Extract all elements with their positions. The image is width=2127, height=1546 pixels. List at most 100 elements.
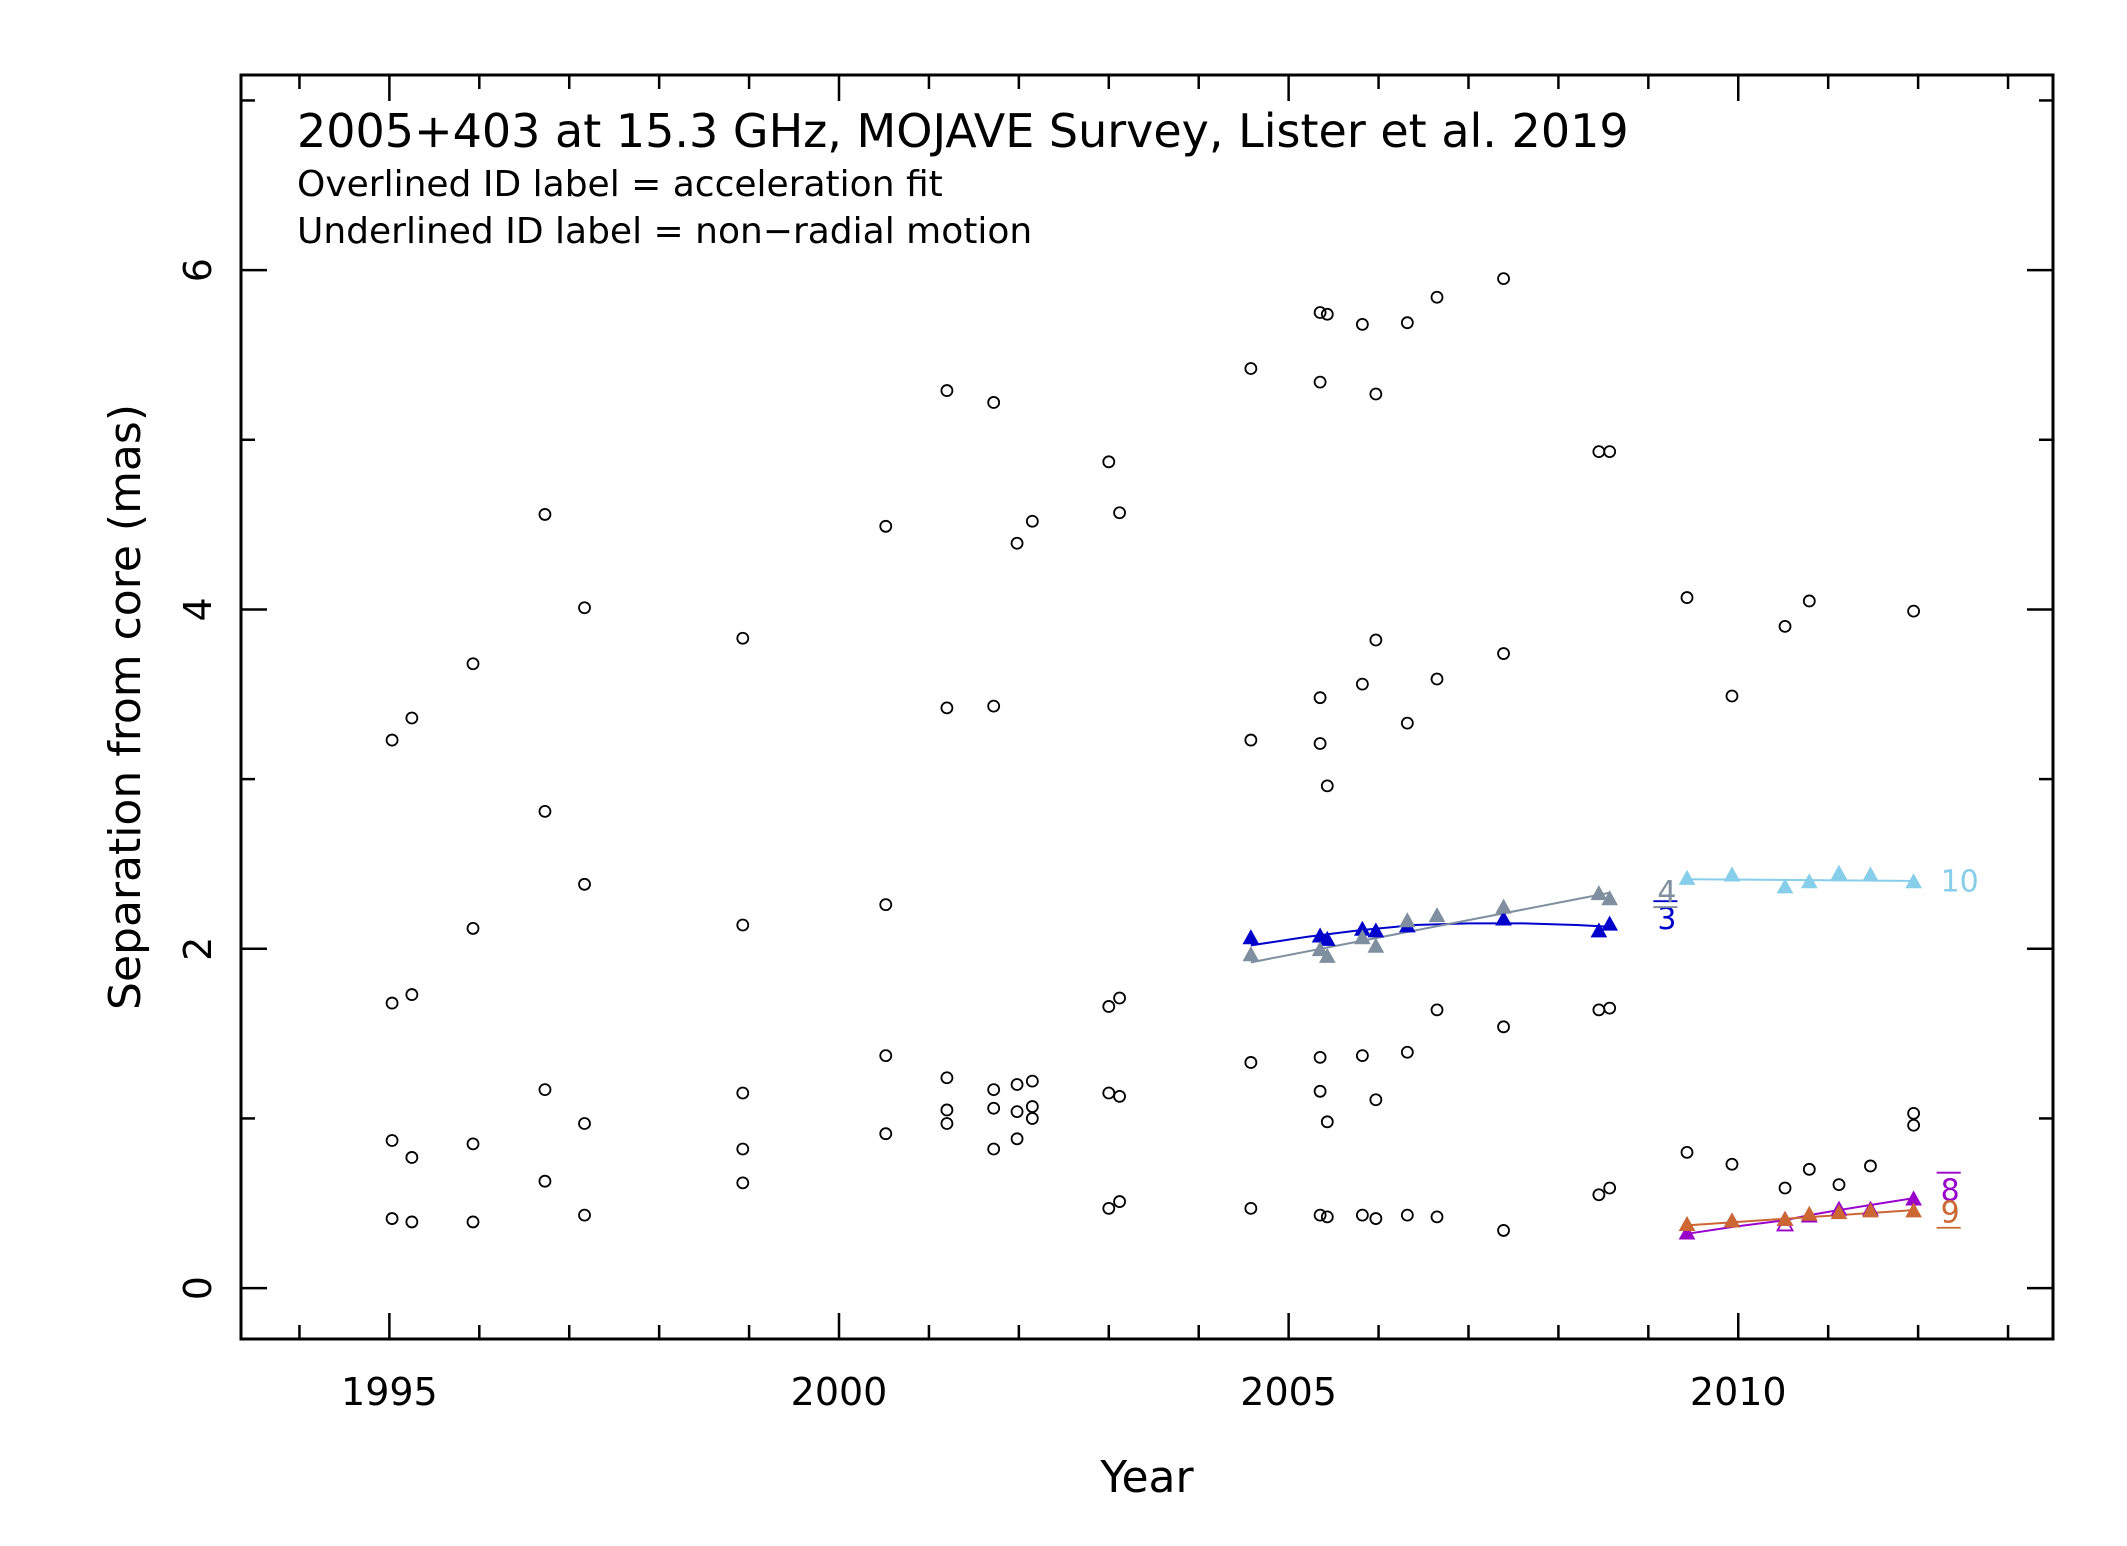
- plot-frame: [239, 73, 2055, 1341]
- component-4-point: [1398, 912, 1416, 928]
- unassigned-point: [1400, 1045, 1414, 1059]
- unassigned-point: [1400, 1208, 1414, 1222]
- x-tick-label: 1995: [341, 1370, 438, 1414]
- unassigned-point: [1025, 514, 1039, 528]
- unassigned-point: [1725, 689, 1739, 703]
- component-10-point: [1723, 866, 1741, 882]
- unassigned-point: [1320, 779, 1334, 793]
- unassigned-point: [1355, 677, 1369, 691]
- unassigned-point: [1313, 375, 1327, 389]
- component-10-point: [1905, 873, 1922, 889]
- unassigned-point: [987, 396, 1001, 409]
- y-tick-label: 2: [176, 937, 220, 961]
- unassigned-point: [1010, 536, 1024, 550]
- component-9-point: [1678, 1215, 1696, 1231]
- unassigned-point: [1113, 506, 1126, 520]
- unassigned-point: [1592, 1188, 1606, 1202]
- unassigned-point: [385, 996, 399, 1010]
- unassigned-point: [987, 1142, 1001, 1156]
- unassigned-point: [1010, 1132, 1024, 1146]
- unassigned-point: [1430, 1210, 1444, 1224]
- unassigned-point: [987, 1101, 1001, 1115]
- unassigned-point: [940, 1103, 954, 1117]
- unassigned-point: [1430, 1003, 1444, 1017]
- fit-lines: [1250, 878, 1914, 1235]
- unassigned-point: [940, 384, 954, 397]
- unassigned-point: [578, 1117, 591, 1130]
- unassigned-point: [1313, 306, 1327, 319]
- component-10-point: [1776, 878, 1794, 894]
- unassigned-point: [1113, 1089, 1126, 1103]
- unassigned-point: [736, 1176, 750, 1190]
- unassigned-point: [1603, 1001, 1617, 1015]
- unassigned-point: [1244, 1201, 1258, 1215]
- fit-line-9: [1686, 1209, 1914, 1227]
- unassigned-point: [1320, 307, 1334, 321]
- unassigned-point: [1864, 1159, 1877, 1173]
- unassigned-point: [736, 918, 750, 932]
- component-9-point: [1905, 1202, 1922, 1218]
- unassigned-point: [1313, 1084, 1327, 1098]
- component-4-point: [1428, 907, 1446, 923]
- component-3-point: [1495, 910, 1512, 926]
- component-4-point: [1495, 898, 1512, 914]
- component-4-point: [1601, 890, 1619, 906]
- unassigned-point: [1778, 1181, 1792, 1195]
- component-9-point: [1830, 1204, 1848, 1220]
- axis-ticks: [241, 75, 2053, 1339]
- unassigned-point: [1320, 1115, 1334, 1129]
- component-4-point: [1367, 937, 1385, 953]
- unassigned-point: [578, 1208, 591, 1222]
- unassigned-point: [1802, 594, 1816, 608]
- unassigned-point: [1025, 1100, 1039, 1113]
- unassigned-point: [1355, 318, 1369, 331]
- component-4-point: [1311, 941, 1329, 957]
- unassigned-point: [736, 631, 750, 645]
- unassigned-point: [1355, 1049, 1369, 1063]
- unassigned-point: [1680, 591, 1694, 604]
- unassigned-point: [1244, 362, 1258, 375]
- component-10-point: [1800, 873, 1818, 889]
- component-4-point: [1590, 885, 1608, 901]
- unassigned-point: [879, 898, 893, 912]
- unassigned-point: [1320, 1210, 1334, 1224]
- unassigned-point: [1497, 1020, 1510, 1034]
- unassigned-point: [940, 1117, 954, 1130]
- annotation-underlined: Underlined ID label = non−radial motion: [297, 211, 1032, 252]
- unassigned-point: [1680, 1145, 1694, 1159]
- unassigned-point: [578, 877, 591, 891]
- unassigned-point: [1010, 1078, 1024, 1091]
- unassigned-point: [538, 1174, 552, 1188]
- y-tick-label: 6: [176, 258, 220, 282]
- unassigned-point: [578, 601, 591, 615]
- fit-line-10: [1686, 878, 1914, 882]
- y-tick-label: 0: [176, 1276, 220, 1300]
- component-9-point: [1723, 1212, 1741, 1228]
- unassigned-point: [1113, 1195, 1126, 1208]
- unassigned-point: [1592, 1003, 1606, 1017]
- unassigned-point: [1313, 1208, 1327, 1222]
- component-label-8: 8: [1941, 1173, 1960, 1208]
- unassigned-point: [1313, 691, 1327, 705]
- unassigned-point: [1603, 445, 1617, 459]
- unassigned-point: [1102, 1086, 1116, 1100]
- unassigned-point: [405, 1215, 419, 1229]
- unassigned-point: [538, 1083, 552, 1096]
- unassigned-point: [1369, 1212, 1383, 1225]
- component-10-point: [1862, 866, 1879, 882]
- unassigned-point: [1102, 1000, 1116, 1013]
- component-label-9: 9: [1941, 1196, 1960, 1231]
- tick-labels: 1995 2000 2005 2010 0 2 4 6: [176, 258, 1787, 1414]
- unassigned-point: [385, 1134, 399, 1147]
- unassigned-point: [466, 1215, 480, 1229]
- unassigned-point: [538, 804, 552, 818]
- fit-line-8: [1686, 1197, 1914, 1235]
- unassigned-point: [538, 508, 552, 521]
- unassigned-point: [736, 1086, 750, 1100]
- unassigned-point: [1802, 1162, 1816, 1176]
- component-labels: 34 89 10: [1653, 864, 1979, 1231]
- y-axis-label: Separation from core (mas): [100, 404, 151, 1010]
- unassigned-point: [385, 733, 399, 747]
